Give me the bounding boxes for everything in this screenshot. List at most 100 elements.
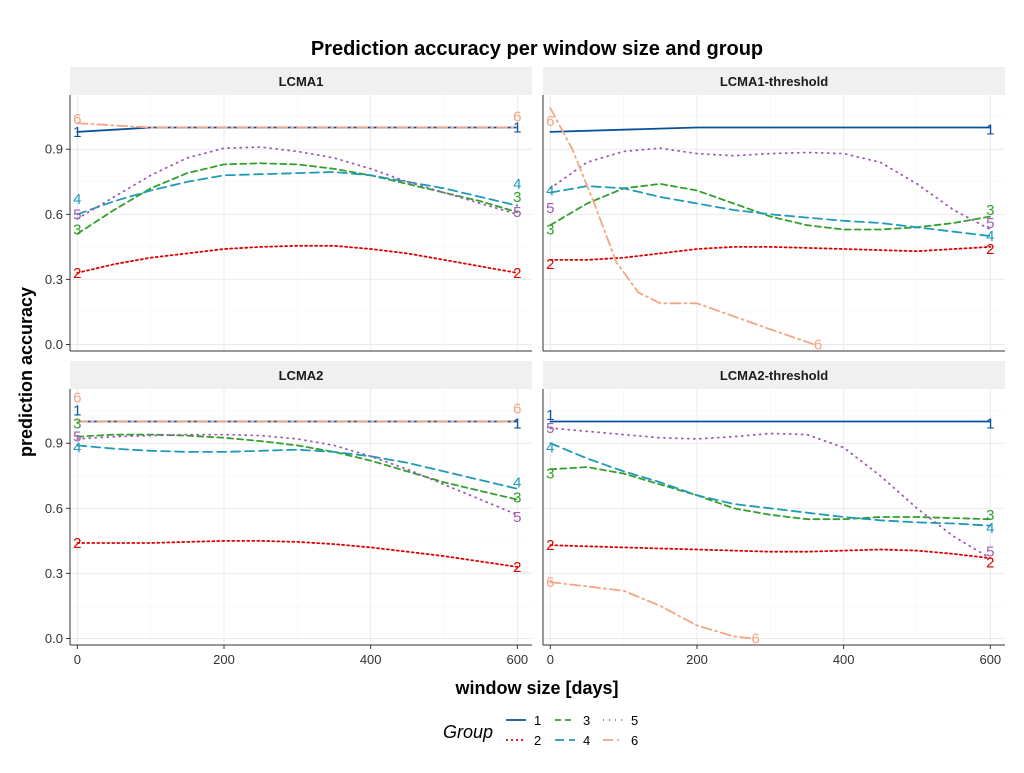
y-tick-label: 0.9 [45, 142, 63, 157]
series-label-group-3: 3 [986, 202, 994, 219]
x-axis-title: window size [days] [454, 678, 618, 698]
series-line-group-3 [76, 433, 519, 501]
series-label-group-6: 6 [546, 574, 554, 591]
series-label-group-6: 6 [546, 113, 554, 130]
series-label-group-5: 5 [513, 509, 521, 526]
series-label-group-5: 5 [986, 215, 994, 232]
series-label-group-3: 3 [513, 189, 521, 206]
legend-label: 1 [534, 713, 541, 728]
series-line-group-5 [76, 146, 519, 220]
series-line-group-2 [76, 244, 519, 274]
y-tick-label: 0.9 [45, 436, 63, 451]
series-label-group-3: 3 [73, 222, 81, 239]
series-label-group-1: 1 [73, 124, 81, 141]
gridlines [543, 95, 1005, 351]
series-label-group-6: 6 [73, 390, 81, 407]
series-label-group-2: 2 [513, 265, 521, 282]
legend-item-group-1: 1 [506, 713, 541, 728]
panel-strip [543, 361, 1005, 389]
gridlines [543, 389, 1005, 645]
series-label-group-5: 5 [73, 206, 81, 223]
y-tick-label: 0.3 [45, 566, 63, 581]
series-line-group-4 [76, 171, 519, 216]
legend-item-group-4: 4 [555, 733, 590, 748]
series-line-group-6 [549, 581, 753, 640]
legend: Group 1 2 3 4 5 6 [443, 713, 638, 748]
gridlines [70, 95, 532, 351]
x-tick-label: 400 [360, 652, 382, 667]
series-label-group-1: 1 [986, 416, 994, 433]
panel-strip [70, 67, 532, 95]
series-label-group-5: 5 [986, 544, 994, 561]
chart-title: Prediction accuracy per window size and … [311, 38, 763, 60]
legend-label: 3 [583, 713, 590, 728]
series-label-group-4: 4 [73, 440, 81, 457]
series-label-group-6: 6 [751, 630, 759, 647]
series-group [549, 107, 992, 346]
series-label-group-3: 3 [546, 222, 554, 239]
series-label-group-3: 3 [546, 466, 554, 483]
series-line-group-2 [76, 540, 519, 568]
series-label-group-5: 5 [546, 420, 554, 437]
series-label-group-3: 3 [986, 507, 994, 524]
series-line-group-5 [549, 147, 992, 231]
x-tick-label: 400 [833, 652, 855, 667]
gridlines [70, 389, 532, 645]
series-line-group-4 [549, 185, 992, 237]
series-line-group-6 [549, 107, 816, 346]
legend-item-group-6: 6 [603, 733, 638, 748]
series-label-group-2: 2 [546, 256, 554, 273]
series-label-group-4: 4 [986, 228, 994, 245]
legend-item-group-3: 3 [555, 713, 590, 728]
x-tick-label: 600 [979, 652, 1001, 667]
series-line-group-2 [549, 544, 992, 560]
legend-label: 4 [583, 733, 590, 748]
x-tick-label: 200 [213, 652, 235, 667]
series-label-group-5: 5 [513, 204, 521, 221]
legend-label: 2 [534, 733, 541, 748]
series-label-group-3: 3 [73, 416, 81, 433]
series-line-group-2 [549, 245, 992, 261]
series-line-group-5 [549, 427, 992, 560]
y-tick-label: 0.0 [45, 631, 63, 646]
panel-title: LCMA2 [279, 368, 324, 383]
series-label-group-5: 5 [546, 200, 554, 217]
series-label-group-3: 3 [513, 489, 521, 506]
series-label-group-2: 2 [73, 265, 81, 282]
series-line-group-6 [76, 122, 519, 129]
series-label-group-6: 6 [513, 109, 521, 126]
series-line-group-3 [549, 466, 992, 521]
legend-item-group-2: 2 [506, 733, 541, 748]
series-group [76, 122, 519, 274]
panels-layer: LCMA10.00.30.60.9123456123456LCMA1-thres… [45, 67, 1005, 667]
legend-title: Group [443, 722, 493, 742]
series-line-group-1 [549, 126, 992, 133]
panel-strip [70, 361, 532, 389]
legend-label: 6 [631, 733, 638, 748]
series-label-group-4: 4 [73, 191, 81, 208]
y-axis-title: prediction accuracy [16, 287, 36, 457]
series-line-group-4 [549, 442, 992, 527]
series-label-group-2: 2 [986, 555, 994, 572]
series-label-group-2: 2 [513, 559, 521, 576]
x-tick-label: 0 [74, 652, 81, 667]
series-group [549, 420, 992, 640]
series-label-group-4: 4 [513, 474, 521, 491]
y-tick-label: 0.0 [45, 337, 63, 352]
series-line-group-5 [76, 433, 519, 516]
legend-item-group-5: 5 [603, 713, 638, 728]
series-label-group-4: 4 [986, 520, 994, 537]
series-label-group-6: 6 [73, 111, 81, 128]
series-label-group-4: 4 [546, 440, 554, 457]
legend-label: 5 [631, 713, 638, 728]
y-tick-label: 0.6 [45, 207, 63, 222]
series-label-group-1: 1 [513, 120, 521, 137]
series-line-group-4 [76, 444, 519, 490]
series-label-group-6: 6 [814, 336, 822, 353]
series-label-group-1: 1 [513, 416, 521, 433]
